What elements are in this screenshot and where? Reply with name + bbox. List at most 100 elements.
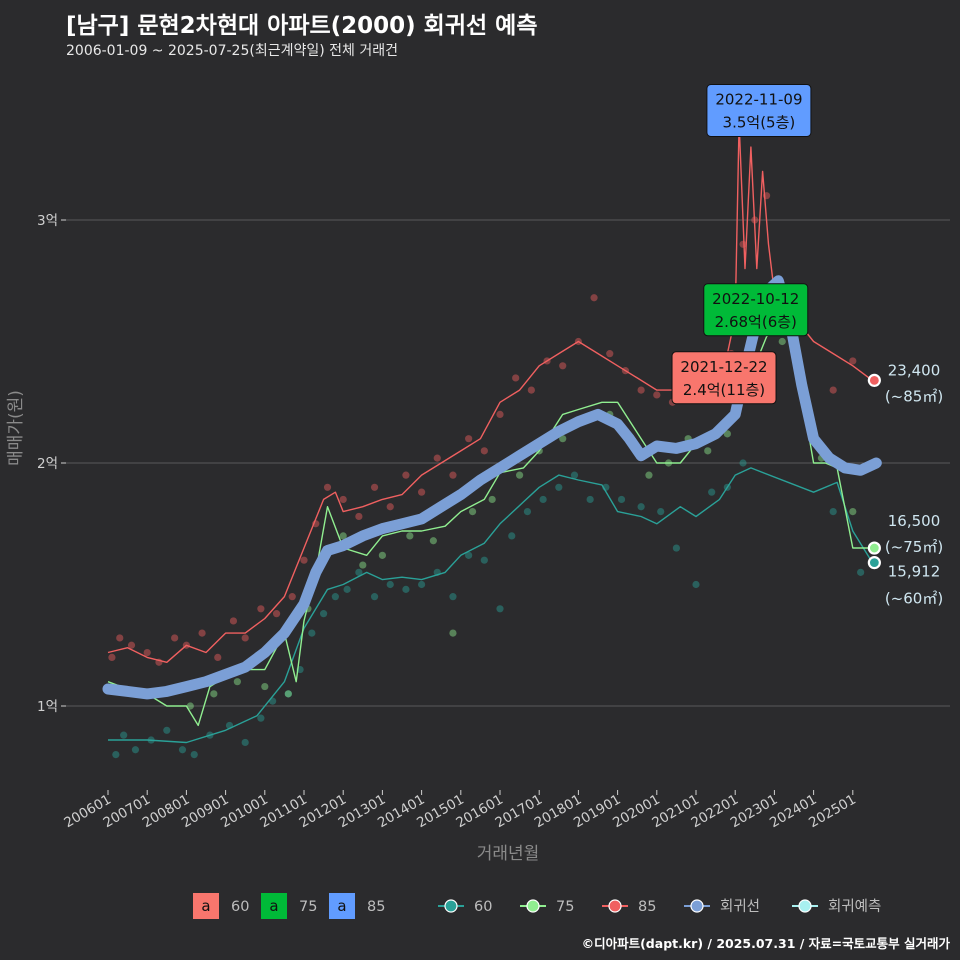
point-s85 (496, 410, 504, 418)
legend-dot-key (798, 899, 812, 913)
y-tick-label: 3억 (37, 213, 58, 229)
legend-label-box (329, 893, 355, 919)
callout-date: 2021-12-22 (680, 358, 767, 376)
end-label-area: (~75㎡) (885, 538, 943, 556)
end-label-value: 15,912 (888, 563, 941, 581)
point-s75 (559, 435, 567, 443)
point-s75 (468, 508, 477, 516)
point-s85 (512, 374, 520, 382)
point-s60 (523, 508, 532, 516)
point-s75 (378, 551, 386, 559)
point-s60 (190, 751, 198, 759)
point-s85 (386, 503, 394, 511)
point-s75 (359, 561, 367, 569)
end-label-area: (~85㎡) (885, 387, 943, 405)
chart-title: [남구] 문현2차현대 아파트(2000) 회귀선 예측 (66, 13, 538, 39)
point-s85 (108, 653, 116, 662)
legend-label-box (261, 893, 287, 919)
y-axis-ticks: 1억 2억 3억 (37, 213, 66, 715)
callouts: 2022-11-09 3.5억(5층) 2022-10-12 2.68억(6층) 202… (671, 84, 812, 405)
point-s60 (120, 731, 128, 739)
x-axis-label: 거래년월 (477, 844, 540, 864)
callout-value: 2.68억(6층) (715, 313, 797, 331)
point-s60 (449, 593, 457, 601)
legend-label-box (193, 893, 219, 919)
point-s85 (198, 629, 206, 637)
point-s85 (418, 488, 426, 496)
point-s60 (617, 495, 626, 504)
legend-dot-key (444, 899, 458, 913)
point-s60 (508, 532, 516, 540)
chart-subtitle: 2006-01-09 ~ 2025-07-25(최근계약일) 전체 거래건 (66, 43, 398, 59)
legend-line-name: 60 (474, 899, 492, 915)
point-s85 (739, 240, 747, 248)
point-s85 (402, 471, 410, 479)
end-marker (867, 541, 881, 555)
point-s75 (849, 508, 857, 516)
point-s75 (645, 471, 653, 479)
point-s85 (257, 605, 265, 613)
point-s75 (778, 337, 786, 346)
legend-label-box-glyph: a (269, 897, 278, 915)
point-s85 (829, 386, 837, 394)
point-s60 (370, 593, 379, 601)
credit-line: ©디아파트(dapt.kr) / 2025.07.31 / 자료=국토교통부 실… (581, 936, 950, 951)
point-s60 (331, 593, 339, 601)
point-s60 (308, 629, 316, 637)
point-s75 (723, 430, 731, 438)
point-s60 (284, 690, 292, 698)
point-s60 (570, 471, 579, 479)
legend-label-box-glyph: a (201, 897, 210, 915)
point-s60 (829, 508, 837, 516)
point-s75 (233, 678, 241, 686)
point-s60 (739, 459, 747, 467)
point-s75 (186, 702, 194, 710)
callout-value: 2.4억(11층) (683, 381, 765, 399)
point-s85 (606, 350, 614, 358)
point-s60 (418, 580, 426, 589)
point-s85 (116, 634, 124, 642)
y-axis-label: 매매가(원) (6, 390, 26, 466)
point-s60 (555, 483, 563, 491)
end-label-value: 16,500 (888, 512, 941, 530)
end-marker (867, 373, 881, 387)
legend-dot-key (608, 899, 622, 913)
point-s60 (586, 495, 594, 504)
point-s85 (433, 454, 441, 462)
point-s85 (171, 634, 179, 642)
point-s60 (402, 585, 410, 593)
point-s60 (465, 551, 473, 559)
series-lines (107, 122, 875, 744)
point-s85 (559, 362, 567, 370)
callout-value: 3.5억(5층) (723, 114, 796, 132)
callout-date: 2022-10-12 (712, 290, 799, 308)
point-s85 (127, 641, 136, 649)
point-s85 (465, 435, 473, 443)
point-s75 (488, 495, 496, 504)
legend-label-box-name: 60 (231, 899, 249, 915)
legend-line-name: 85 (638, 899, 656, 915)
point-s85 (288, 593, 296, 601)
y-tick-label: 1억 (37, 699, 58, 715)
point-s85 (637, 386, 645, 394)
point-s85 (143, 648, 151, 657)
callout-date: 2022-11-09 (715, 91, 802, 109)
point-s85 (272, 610, 281, 618)
point-s60 (480, 556, 488, 564)
legend-dot-key (526, 899, 540, 913)
callout-box (671, 351, 777, 405)
point-s60 (857, 568, 865, 576)
legend-dot-key (690, 899, 704, 913)
point-s60 (672, 544, 681, 552)
point-s60 (386, 580, 394, 589)
point-s85 (229, 617, 238, 625)
end-label-area: (~60㎡) (885, 590, 943, 608)
point-s85 (480, 447, 488, 455)
point-s75 (210, 690, 218, 698)
point-s85 (590, 294, 598, 302)
legend-label-box-name: 85 (367, 899, 385, 915)
point-s60 (539, 495, 547, 504)
point-s75 (429, 537, 437, 545)
point-s75 (339, 532, 347, 540)
point-s85 (449, 471, 457, 479)
